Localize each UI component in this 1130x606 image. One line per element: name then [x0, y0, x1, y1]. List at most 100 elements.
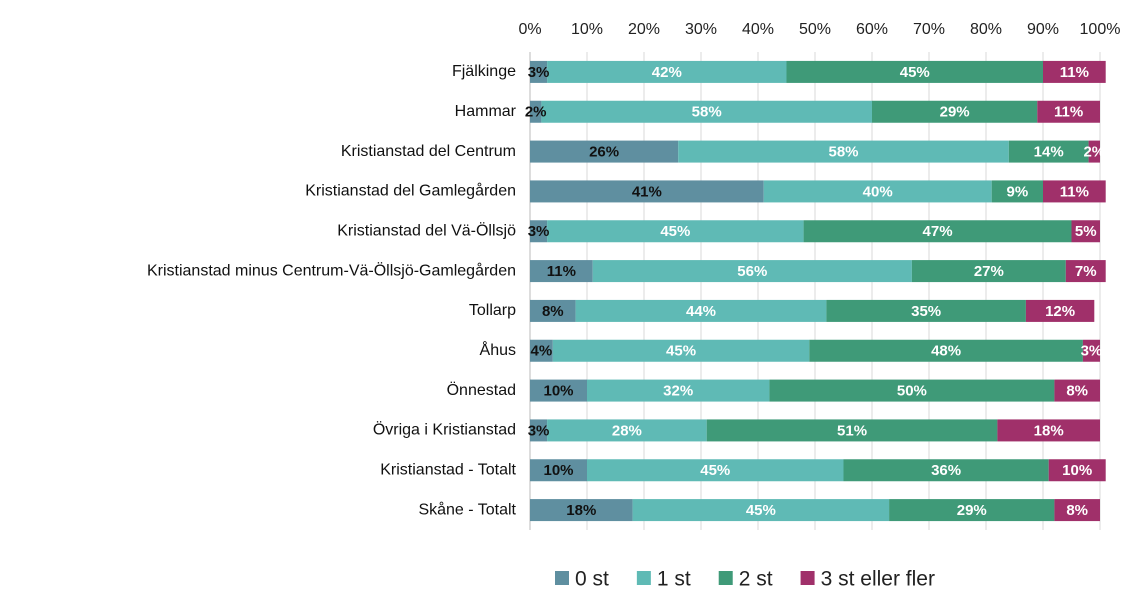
- legend-label: 0 st: [575, 568, 609, 591]
- bar-segment: [530, 220, 548, 243]
- bar-segment: [911, 260, 1066, 283]
- category-label: Kristianstad del Centrum: [341, 143, 516, 160]
- x-tick-label: 50%: [799, 21, 831, 38]
- bar-segment: [1043, 60, 1106, 83]
- bar-segment: [678, 140, 1009, 163]
- bar-segment: [587, 379, 770, 402]
- value-label: 3%: [528, 223, 550, 240]
- value-label: 2%: [525, 104, 547, 121]
- value-label: 45%: [660, 223, 690, 240]
- value-label: 45%: [900, 64, 930, 81]
- bar-segment: [530, 339, 553, 362]
- legend-label: 2 st: [739, 568, 773, 591]
- x-tick-label: 80%: [970, 21, 1002, 38]
- bar-segment: [706, 419, 998, 442]
- value-label: 51%: [837, 422, 867, 439]
- bar-segment: [587, 459, 844, 482]
- value-label: 12%: [1045, 303, 1075, 320]
- value-label: 11%: [547, 263, 576, 280]
- value-label: 10%: [543, 462, 573, 479]
- value-label: 50%: [897, 383, 927, 400]
- bar-segment: [547, 220, 804, 243]
- value-label: 5%: [1075, 223, 1097, 240]
- bar-segment: [530, 459, 587, 482]
- value-label: 44%: [686, 303, 716, 320]
- category-label: Kristianstad minus Centrum-Vä-Öllsjö-Gam…: [147, 261, 516, 279]
- value-label: 3%: [528, 422, 550, 439]
- value-label: 32%: [663, 383, 693, 400]
- x-tick-label: 10%: [571, 21, 603, 38]
- labels: 0% 10% 20% 30% 40% 50% 60% 70% 80% 90% 100% Fjälkin…: [147, 21, 1120, 590]
- bar-segment: [530, 60, 548, 83]
- value-label: 18%: [1034, 422, 1064, 439]
- legend-label: 1 st: [657, 568, 691, 591]
- bar-segment: [530, 499, 633, 522]
- value-label: 45%: [746, 502, 776, 519]
- category-label: Önnestad: [447, 381, 516, 399]
- bar-segment: [803, 220, 1072, 243]
- value-label: 58%: [692, 104, 722, 121]
- x-tick-label: 70%: [913, 21, 945, 38]
- bar-segment: [530, 260, 593, 283]
- value-label: 27%: [974, 263, 1004, 280]
- bar-segment: [1054, 379, 1100, 402]
- value-label: 2%: [1083, 144, 1105, 161]
- value-label: 26%: [589, 144, 619, 161]
- value-label: 41%: [632, 183, 662, 200]
- bar-segment: [1043, 180, 1106, 203]
- bar-segment: [1048, 459, 1106, 482]
- bars: [530, 60, 1106, 522]
- x-tick-label: 40%: [742, 21, 774, 38]
- bar-segment: [547, 60, 787, 83]
- legend-label: 3 st eller fler: [821, 568, 935, 591]
- legend-swatch: [800, 571, 815, 585]
- x-tick-label: 100%: [1080, 21, 1121, 38]
- bar-segment: [889, 499, 1055, 522]
- legend-swatch: [718, 571, 733, 585]
- bar-segment: [1071, 220, 1100, 243]
- bar-segment: [530, 419, 548, 442]
- category-label: Övriga i Kristianstad: [373, 421, 516, 439]
- bar-segment: [809, 339, 1083, 362]
- bar-segment: [1037, 100, 1100, 123]
- category-label: Skåne - Totalt: [418, 500, 516, 518]
- x-tick-label: 30%: [685, 21, 717, 38]
- value-label: 3%: [528, 64, 550, 81]
- legend-swatch: [555, 571, 569, 585]
- bar-segment: [872, 100, 1038, 123]
- category-label: Tollarp: [469, 302, 516, 319]
- x-tick-label: 60%: [856, 21, 888, 38]
- bar-segment: [632, 499, 890, 522]
- bar-segment: [541, 100, 872, 123]
- value-label: 7%: [1075, 263, 1097, 280]
- value-label: 29%: [957, 502, 987, 519]
- category-label: Fjälkinge: [452, 63, 516, 80]
- value-label: 14%: [1034, 144, 1064, 161]
- bar-segment: [530, 299, 576, 322]
- value-label: 11%: [1054, 104, 1083, 121]
- value-label: 47%: [923, 223, 953, 240]
- category-label: Hammar: [455, 103, 517, 120]
- bar-segment: [826, 299, 1026, 322]
- bar-segment: [530, 379, 587, 402]
- bar-segment: [530, 100, 542, 123]
- value-label: 48%: [931, 343, 961, 360]
- value-label: 10%: [543, 383, 573, 400]
- bar-segment: [786, 60, 1043, 83]
- bar-segment: [991, 180, 1043, 203]
- bar-segment: [547, 419, 707, 442]
- bar-segment: [575, 299, 827, 322]
- bar-segment: [997, 419, 1100, 442]
- x-tick-label: 90%: [1027, 21, 1059, 38]
- value-label: 11%: [1060, 183, 1089, 200]
- category-label: Kristianstad del Vä-Öllsjö: [337, 221, 516, 239]
- value-label: 42%: [652, 64, 682, 81]
- value-label: 9%: [1007, 183, 1029, 200]
- bar-segment: [843, 459, 1049, 482]
- bar-segment: [592, 260, 912, 283]
- x-tick-label: 0%: [518, 21, 541, 38]
- value-label: 8%: [542, 303, 564, 320]
- bar-segment: [1025, 299, 1095, 322]
- value-label: 29%: [940, 104, 970, 121]
